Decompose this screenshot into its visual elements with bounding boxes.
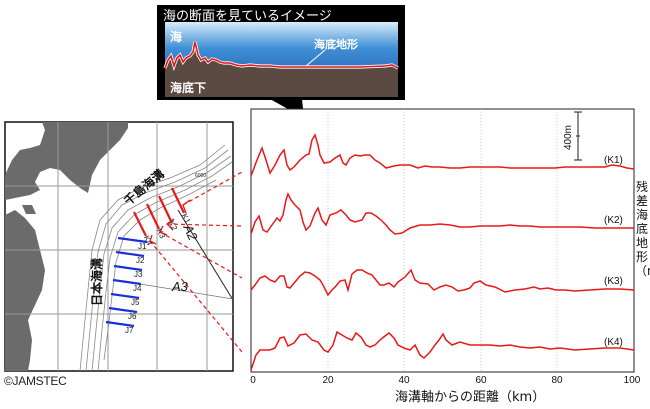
j4-map-label: J4 [133,284,142,293]
kuril-profile-lines [133,187,185,237]
copyright-notice: ©JAMSTEC [4,374,67,388]
x-axis-label: 海溝軸からの距離（km） [395,390,546,405]
seabed-leader-line [305,49,326,67]
k3-profile-label: (K3) [604,276,623,287]
k1-profile-label: (K1) [604,155,623,166]
scale-bar-label: 400m [563,124,574,150]
callout-ground [165,42,398,97]
k2-profile-label: (K2) [604,215,623,226]
j1-map-label: J1 [138,242,147,251]
connector-arrowheads [149,199,191,245]
callout-box [157,5,405,118]
y-axis-label: 残差海底地形（m） [635,180,650,278]
profile-k3 [250,268,635,297]
x-tick-100: 100 [623,375,641,386]
x-tick-20: 20 [322,375,334,386]
bathymetry-contours [79,144,233,372]
profile-k4 [250,330,635,371]
x-tick-40: 40 [398,375,410,386]
scale-bar [574,111,582,161]
below-seabed-label: 海底下 [170,81,207,95]
sea-label: 海 [170,30,183,44]
connector-lines [149,171,243,353]
chart-gridlines [327,109,558,372]
k4-profile-label: (K4) [604,337,623,348]
japan-profile-lines [105,236,148,328]
callout-title: 海の断面を見ているイメージ [163,9,332,24]
a3-label: A3 [172,279,188,294]
profile-k1 [250,133,635,177]
japan-trench-label: 日本海溝 [90,257,104,306]
seabed-topography-label: 海底地形 [314,38,358,51]
j7-map-label: J7 [125,326,134,335]
j5-map-label: J5 [131,298,140,307]
a3-track-line [139,283,234,300]
profile-k2 [250,192,634,235]
j3-map-label: J3 [134,270,143,279]
profile-chart [250,108,635,373]
a2-track-line [177,209,234,301]
contour-depth-label: 6000 [195,173,207,179]
j2-map-label: J2 [136,256,145,265]
hokkaido-landmass [5,122,128,200]
location-map [4,121,243,372]
x-tick-0: 0 [250,375,256,386]
x-tick-80: 80 [551,375,563,386]
j6-map-label: J6 [128,312,137,321]
x-tick-60: 60 [475,375,487,386]
profile-lines [250,133,635,371]
